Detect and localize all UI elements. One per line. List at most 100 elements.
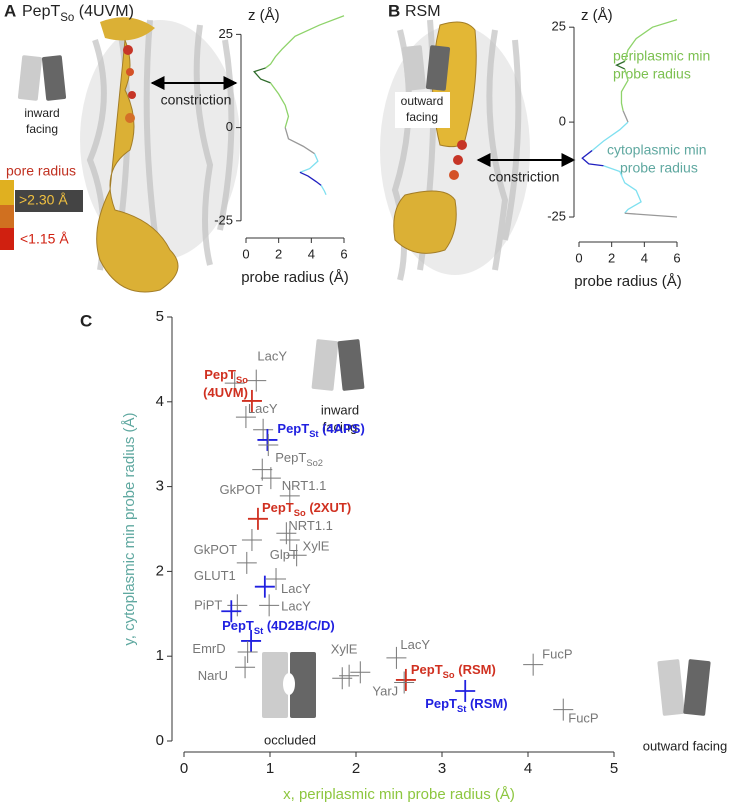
point-label: FucP [568,711,598,726]
point [386,646,407,669]
point [258,434,279,457]
y-tick-label: 1 [156,647,164,664]
x-tick-label: 4 [308,246,315,261]
point-label-part: (4UVM) [203,385,248,400]
point [235,656,256,679]
point [247,507,268,530]
icon-outward-c [657,659,711,716]
point-label: PepTSt (4APS) [277,421,364,439]
point-label: FucP [542,647,572,662]
point [523,653,544,676]
point-label-part: PiPT [194,598,222,613]
point-label-part: NarU [198,669,228,684]
point [257,428,278,451]
point-label-part: GLUT1 [194,568,236,583]
cytoplasmic-label: cytoplasmic min [607,142,707,158]
point-label: NarU [198,669,228,684]
point-label-part: LacY [281,599,311,614]
profile-line [320,185,327,195]
point-label-part: PepT [222,618,254,633]
point-label-part: (RSM) [466,696,507,711]
profile-line [253,67,271,84]
panel-label: C [80,311,92,330]
point-label-part: So [236,375,248,385]
point-label-part: So2 [306,459,323,469]
point-label: LacY [281,581,311,596]
point-label: YarJ [372,684,398,699]
point-label: (4UVM) [203,385,248,400]
point-label-part: YarJ [372,684,398,699]
y-tick-label: 4 [156,393,164,410]
y-axis-label: y, cytoplasmic min probe radius (Å) [121,412,138,645]
x-axis-label: x, periplasmic min probe radius (Å) [283,786,515,803]
icon-label: outward facing [643,738,728,753]
x-tick-label: 1 [266,760,274,777]
profile-line [581,150,604,167]
point [221,600,242,623]
point [279,529,300,552]
point [253,418,274,441]
point-label-part: FucP [568,711,598,726]
point [395,668,416,691]
profile-line [620,68,629,111]
icon-inward-a [17,55,68,140]
point-label-part: LacY [257,349,287,364]
legend-title: pore radius [6,163,76,179]
point-label-part: St [457,704,466,714]
point-label-part: PepT [277,421,309,436]
point [350,661,371,684]
x-tick-label: 5 [610,760,618,777]
point [286,544,307,567]
point [276,522,297,545]
point [455,679,476,702]
y-tick-label: 25 [219,26,233,41]
x-tick-label: 6 [340,246,347,261]
point [241,629,262,652]
x-tick-label: 0 [180,760,188,777]
icon-label: inward [321,402,359,417]
x-tick-label: 2 [352,760,360,777]
point [279,484,300,507]
point [252,458,273,481]
profile-line [624,212,678,218]
chart-title-part: So [60,12,74,24]
y-tick-label: -25 [214,212,233,227]
cytoplasmic-label: probe radius [620,160,698,176]
point-label-part: St [254,626,263,636]
point-label-part: XylE [303,539,330,554]
point [339,664,360,687]
point-label-part: (RSM) [455,662,496,677]
periplasmic-label: probe radius [613,66,691,82]
point-label: PepTSo [204,367,248,385]
panel-label: A [4,1,16,20]
point-label: GlpT [270,547,298,562]
point-label-part: EmrD [192,641,225,656]
y-axis-label: z (Å) [248,7,280,24]
chart-title-part: RSM [405,3,441,20]
point-label-part: PepT [262,500,294,515]
y-tick-label: 0 [156,732,164,749]
protein-image-b [380,19,530,281]
constriction-label: constriction [161,92,232,108]
point [246,369,267,392]
point [259,594,280,617]
point [224,372,245,395]
chart-title-part: PepT [22,3,60,20]
legend-swatch [0,228,14,250]
icon-occluded-c [262,652,316,718]
y-tick-label: 3 [156,478,164,495]
legend-label-bg [15,190,83,212]
profile-line [299,153,319,173]
y-tick-label: -25 [547,208,566,223]
point-label-part: NRT1.1 [282,478,327,493]
point-label: NRT1.1 [288,519,333,534]
point-label: GLUT1 [194,568,236,583]
facing-label: inward [24,106,59,120]
point [227,594,248,617]
icon-inward-c [311,339,365,391]
point-label: NRT1.1 [282,478,327,493]
profile-line [284,127,315,155]
point-label: XylE [303,539,330,554]
point-label: PiPT [194,598,222,613]
point-label: LacY [248,402,278,417]
